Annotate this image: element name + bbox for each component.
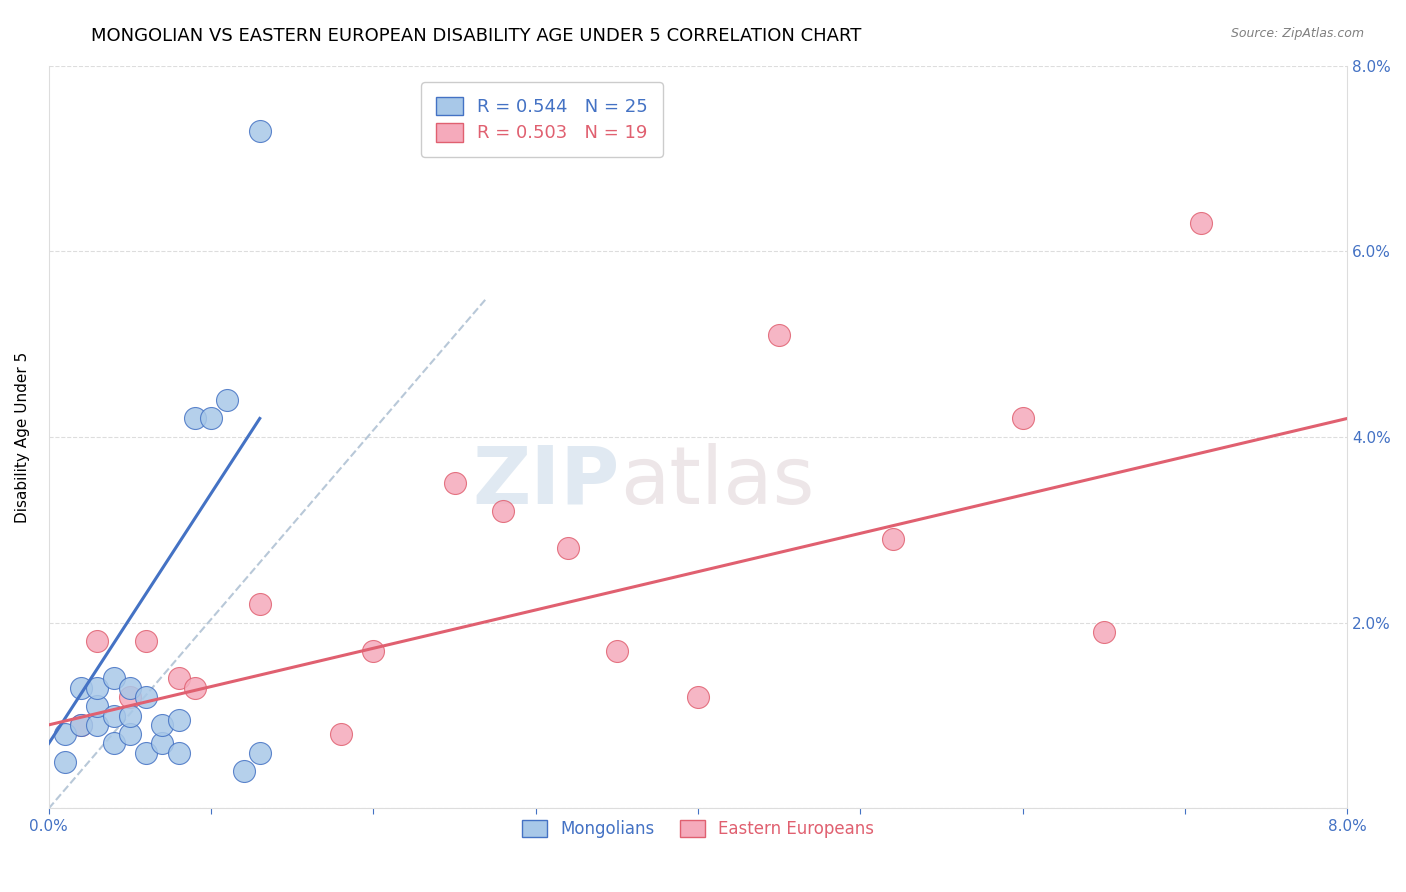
Legend: Mongolians, Eastern Europeans: Mongolians, Eastern Europeans [516, 814, 880, 845]
Point [150, 736, 173, 750]
Point [1189, 217, 1212, 231]
Text: atlas: atlas [620, 442, 814, 521]
Point [200, 411, 222, 425]
Point [167, 713, 190, 727]
Point [103, 736, 125, 750]
Point [1092, 625, 1115, 640]
Point [217, 392, 239, 407]
Point [557, 541, 579, 556]
Text: ZIP: ZIP [472, 442, 620, 521]
Point [103, 708, 125, 723]
Point [118, 690, 141, 704]
Text: Source: ZipAtlas.com: Source: ZipAtlas.com [1230, 27, 1364, 40]
Point [118, 727, 141, 741]
Point [329, 727, 352, 741]
Point [184, 681, 207, 695]
Point [86, 699, 108, 714]
Point [135, 746, 157, 760]
Point [135, 634, 157, 648]
Y-axis label: Disability Age Under 5: Disability Age Under 5 [15, 351, 30, 523]
Point [249, 123, 271, 137]
Point [768, 327, 790, 342]
Point [70, 718, 93, 732]
Point [184, 411, 207, 425]
Text: MONGOLIAN VS EASTERN EUROPEAN DISABILITY AGE UNDER 5 CORRELATION CHART: MONGOLIAN VS EASTERN EUROPEAN DISABILITY… [91, 27, 862, 45]
Point [103, 672, 125, 686]
Point [53, 727, 76, 741]
Point [70, 681, 93, 695]
Point [135, 690, 157, 704]
Point [86, 681, 108, 695]
Point [686, 690, 709, 704]
Point [443, 476, 465, 491]
Point [1011, 411, 1033, 425]
Point [606, 643, 628, 657]
Point [118, 708, 141, 723]
Point [70, 718, 93, 732]
Point [167, 746, 190, 760]
Point [363, 643, 385, 657]
Point [882, 532, 904, 546]
Point [492, 504, 515, 518]
Point [86, 634, 108, 648]
Point [249, 597, 271, 611]
Point [53, 755, 76, 769]
Point [118, 681, 141, 695]
Point [249, 746, 271, 760]
Point [150, 718, 173, 732]
Point [232, 764, 254, 779]
Point [86, 718, 108, 732]
Point [167, 672, 190, 686]
